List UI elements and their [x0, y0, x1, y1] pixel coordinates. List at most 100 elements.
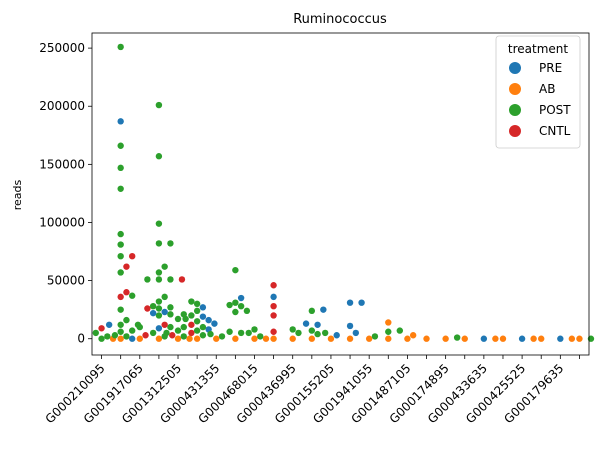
- data-point-post: [136, 323, 143, 331]
- data-point-pre: [205, 316, 212, 324]
- y-tick-label: 250000: [39, 41, 85, 55]
- data-point-pre: [199, 313, 207, 320]
- data-point-post: [167, 240, 174, 247]
- data-point-post: [251, 326, 258, 333]
- data-point-ab: [186, 335, 193, 342]
- legend-marker-post: [509, 104, 521, 116]
- data-point-ab: [423, 335, 430, 342]
- data-point-post: [193, 318, 201, 325]
- points-layer: [92, 43, 595, 342]
- data-point-cntl: [178, 276, 186, 283]
- data-point-ab: [404, 335, 411, 342]
- data-point-ab: [442, 335, 449, 342]
- data-point-post: [232, 266, 239, 274]
- data-point-pre: [518, 335, 526, 342]
- data-point-post: [117, 241, 124, 248]
- data-point-post: [237, 329, 245, 337]
- data-point-post: [155, 220, 163, 227]
- data-point-post: [117, 43, 124, 51]
- data-point-ab: [385, 335, 392, 342]
- data-point-ab: [365, 335, 373, 342]
- data-point-post: [117, 185, 124, 192]
- data-point-ab: [492, 335, 499, 342]
- x-axis: G000210095G001917065G001312505G000431355…: [43, 355, 580, 426]
- data-point-post: [188, 298, 195, 305]
- data-point-post: [237, 302, 245, 310]
- data-point-pre: [346, 299, 354, 306]
- data-point-post: [193, 327, 201, 334]
- data-point-post: [123, 333, 130, 340]
- data-point-post: [167, 304, 174, 311]
- data-point-ab: [409, 332, 417, 339]
- data-point-post: [117, 321, 124, 328]
- data-point-post: [144, 276, 151, 283]
- data-point-cntl: [117, 293, 124, 301]
- y-axis: 0 50000 100000 150000 200000 250000: [39, 41, 92, 346]
- data-point-post: [98, 335, 105, 342]
- data-point-ab: [117, 335, 124, 342]
- data-point-pre: [155, 325, 163, 332]
- data-point-post: [193, 307, 201, 315]
- data-point-pre: [320, 306, 327, 313]
- data-point-cntl: [142, 332, 149, 339]
- data-point-pre: [480, 335, 488, 342]
- data-point-post: [308, 327, 316, 334]
- data-point-pre: [314, 321, 321, 328]
- data-point-post: [92, 329, 99, 337]
- legend-marker-ab: [509, 83, 521, 95]
- data-point-post: [180, 323, 187, 331]
- data-point-post: [193, 300, 201, 308]
- data-point-post: [163, 329, 170, 337]
- data-point-post: [117, 306, 124, 313]
- data-point-post: [161, 263, 168, 270]
- data-point-ab: [385, 319, 392, 326]
- data-point-ab: [308, 335, 316, 342]
- data-point-ab: [499, 335, 507, 342]
- y-tick-label: 200000: [39, 99, 85, 113]
- data-point-post: [155, 153, 163, 160]
- data-point-pre: [117, 118, 124, 125]
- data-point-cntl: [128, 252, 136, 260]
- legend-marker-pre: [509, 62, 521, 74]
- data-point-post: [207, 330, 214, 338]
- data-point-post: [226, 328, 233, 335]
- data-point-ab: [262, 335, 270, 342]
- data-point-post: [167, 311, 174, 318]
- data-point-post: [155, 298, 163, 305]
- data-point-post: [199, 323, 207, 331]
- y-axis-title: reads: [11, 179, 24, 210]
- data-point-post: [104, 333, 111, 340]
- data-point-post: [123, 316, 130, 324]
- data-point-post: [295, 329, 302, 337]
- legend-label-pre: PRE: [539, 61, 562, 75]
- data-point-post: [371, 333, 379, 340]
- data-point-post: [232, 308, 239, 316]
- data-point-post: [218, 333, 226, 340]
- data-point-post: [149, 329, 157, 337]
- data-point-post: [117, 328, 124, 335]
- data-point-ab: [155, 335, 163, 342]
- data-point-pre: [557, 335, 564, 342]
- data-point-post: [174, 327, 182, 334]
- data-point-pre: [161, 308, 168, 316]
- data-point-post: [453, 334, 461, 341]
- data-point-ab: [346, 335, 354, 342]
- data-point-ab: [568, 335, 576, 342]
- data-point-pre: [352, 329, 360, 337]
- data-point-ab: [213, 335, 220, 342]
- data-point-post: [245, 329, 252, 337]
- data-point-post: [117, 252, 124, 260]
- data-point-post: [117, 164, 124, 172]
- data-point-post: [321, 329, 329, 337]
- data-point-pre: [237, 294, 245, 302]
- data-point-pre: [358, 299, 365, 306]
- data-point-post: [174, 315, 182, 323]
- data-point-pre: [302, 320, 310, 327]
- data-point-post: [180, 333, 187, 340]
- data-point-post: [117, 269, 124, 276]
- data-point-ab: [461, 335, 468, 342]
- data-point-cntl: [188, 321, 195, 328]
- data-point-pre: [149, 309, 157, 317]
- data-point-ab: [538, 335, 545, 342]
